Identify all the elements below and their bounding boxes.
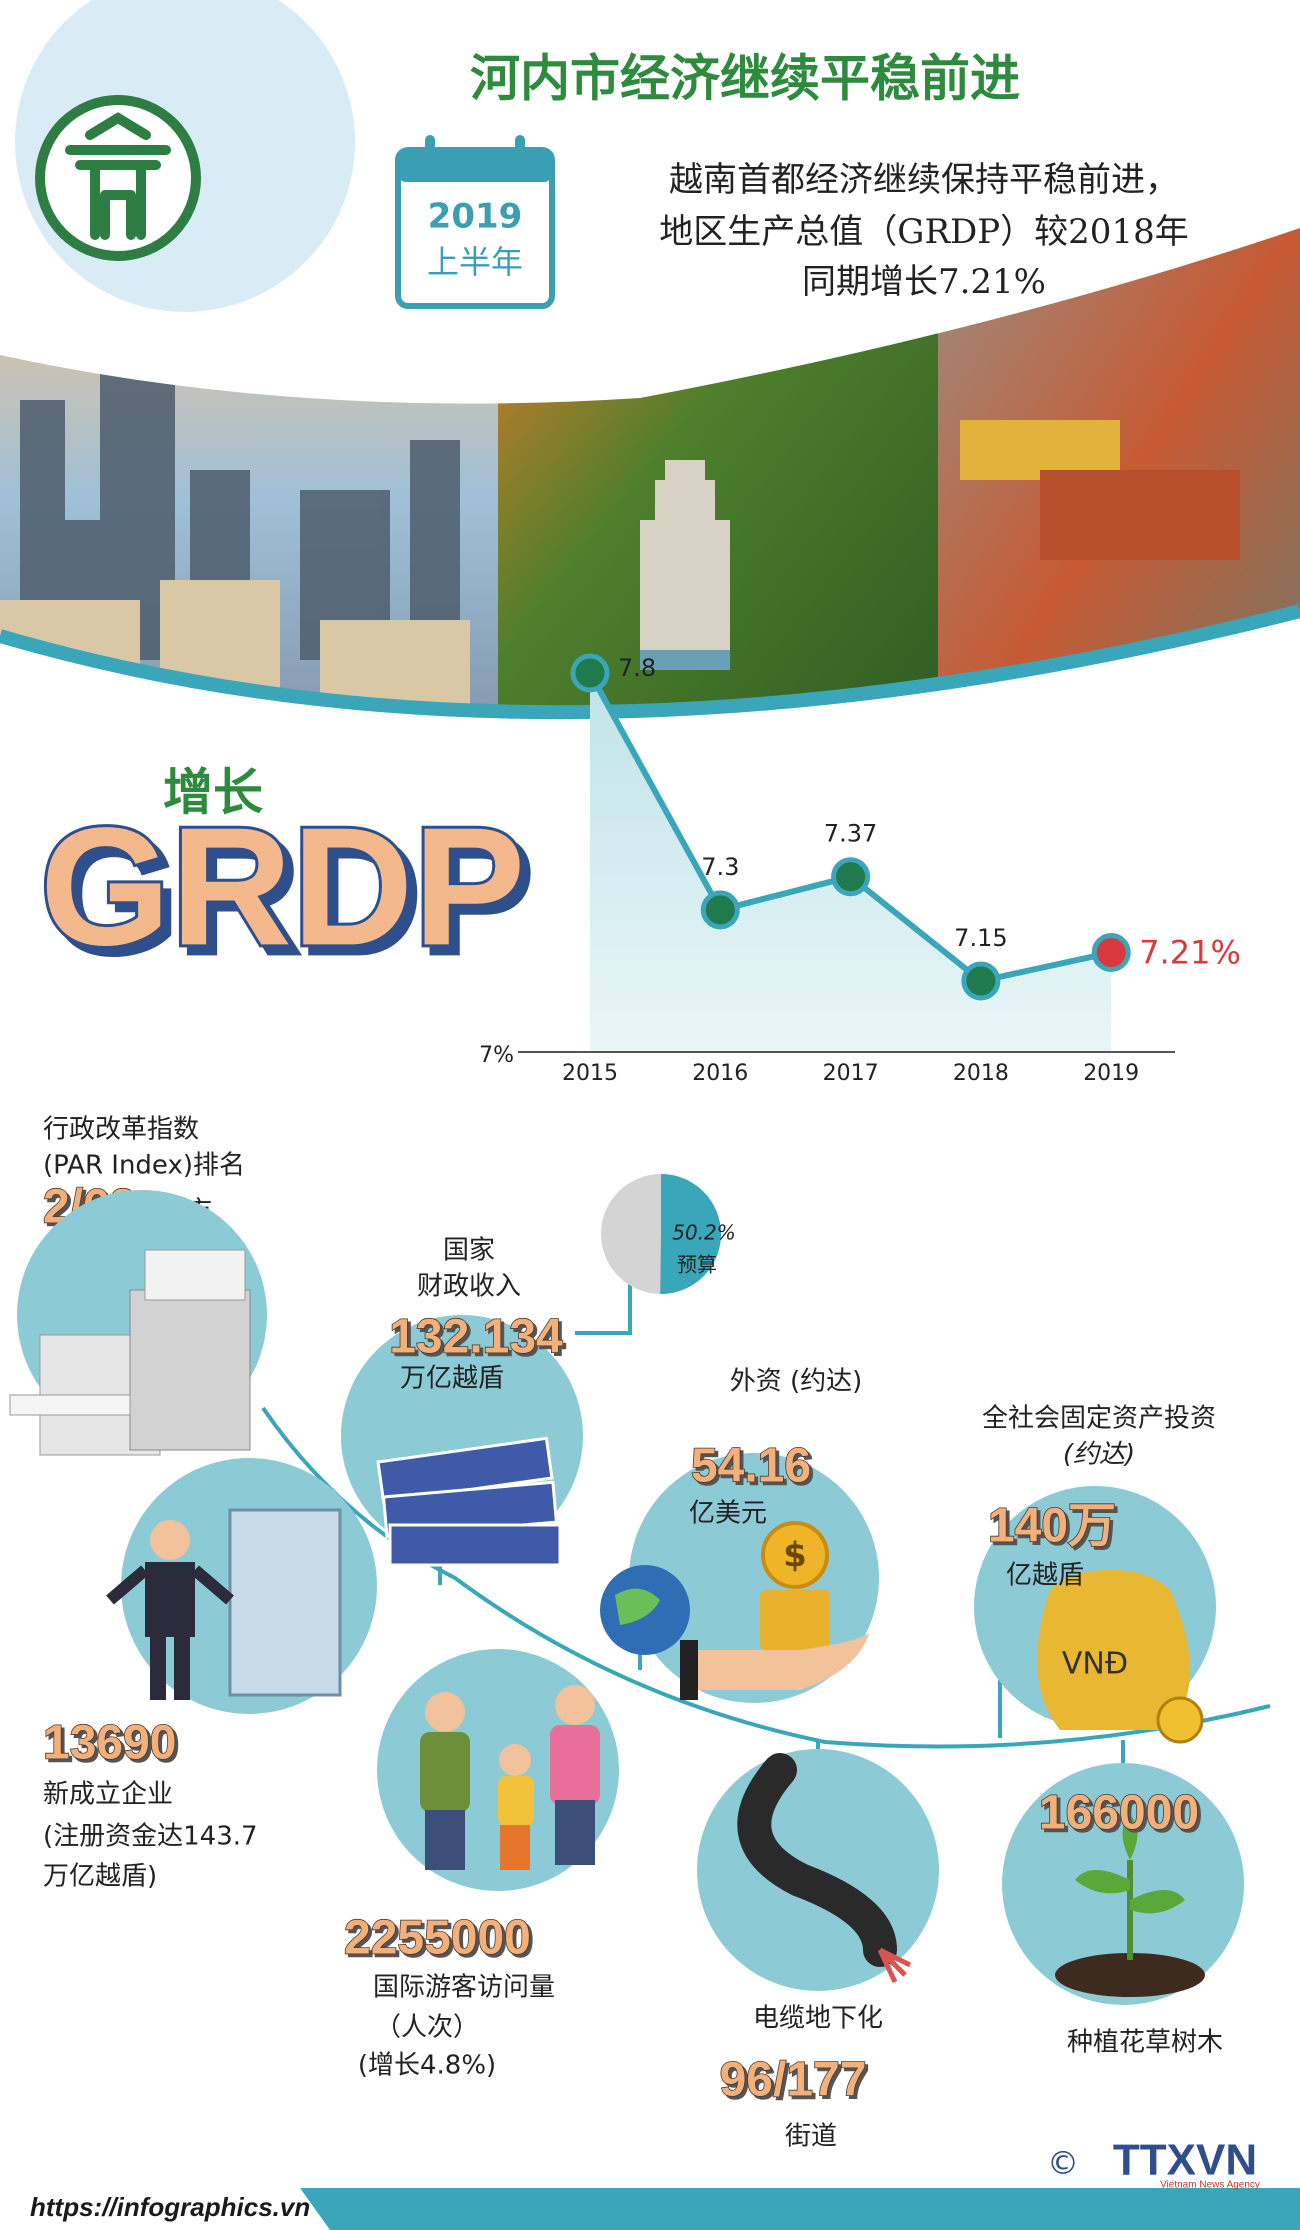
x-tick-label: 2019 xyxy=(1083,1061,1139,1086)
cable-icon xyxy=(737,1753,897,1967)
coin-symbol: $ xyxy=(783,1536,807,1576)
summary-line: 地区生产总值（GRDP）较2018年 xyxy=(659,212,1188,252)
enterprises-value: 13690 xyxy=(43,1717,176,1770)
marker xyxy=(961,961,1001,1001)
budget-value: 132.134 xyxy=(389,1311,563,1364)
fdi-value: 54.16 xyxy=(691,1440,811,1493)
marker xyxy=(700,890,740,930)
cables-label: 电缆地下化 xyxy=(753,2004,883,2034)
money-icon xyxy=(376,1436,562,1567)
connector-curve xyxy=(261,1406,1271,1749)
footer-logo: TTXVN xyxy=(1113,2136,1257,2185)
budget-unit: 万亿越盾 xyxy=(400,1364,504,1394)
investment-label: 全社会固定资产投资 xyxy=(982,1404,1216,1434)
money-bag-icon: VNĐ xyxy=(1037,1570,1204,1744)
footer-url[interactable]: https://infographics.vn xyxy=(30,2192,310,2222)
investment-hand-icon: $ xyxy=(600,1521,870,1700)
tourists-value: 2255000 xyxy=(344,1912,531,1965)
plant-icon xyxy=(1055,1815,1205,1997)
x-tick-label: 2016 xyxy=(692,1061,748,1086)
papers-icon xyxy=(9,1249,251,1456)
travelers-icon xyxy=(420,1685,600,1870)
marker xyxy=(1091,933,1131,973)
investment-value: 140万 xyxy=(988,1500,1116,1553)
cable-wires xyxy=(877,1947,912,1984)
footer: https://infographics.vn © TTXVN Vietnam … xyxy=(0,2136,1300,2230)
pie-slice xyxy=(660,1174,721,1294)
area xyxy=(590,673,1112,1052)
tourists-label: （人次） xyxy=(375,2013,479,2043)
badge-label: 上半年 xyxy=(427,243,523,281)
footer-agency: Vietnam News Agency xyxy=(1160,2180,1260,2191)
investment-unit: 亿越盾 xyxy=(1006,1561,1084,1591)
calendar-badge: 2019 上半年 xyxy=(395,135,555,309)
y-tick-label: 7% xyxy=(479,1043,514,1068)
logo xyxy=(35,95,201,261)
tower-icon xyxy=(640,460,730,670)
pie-value-label: 50.2% xyxy=(672,1221,736,1245)
x-tick-label: 2015 xyxy=(562,1061,618,1086)
budget-label: 国家 xyxy=(443,1236,495,1266)
badge-year: 2019 xyxy=(428,197,523,237)
fdi-unit: 亿美元 xyxy=(689,1499,767,1529)
cables-unit: 街道 xyxy=(785,2122,837,2152)
line-chart: 7% 2015 2016 2017 2018 2019 7.8 7.3 7.37 7.15 7.21… xyxy=(479,653,1241,1086)
investment-label: (约达) xyxy=(1063,1440,1135,1470)
tourists-label: (增长4.8%) xyxy=(358,2051,496,2081)
par-label: (PAR Index)排名 xyxy=(43,1151,245,1181)
data-label: 7.37 xyxy=(824,820,877,848)
trees-label: 种植花草树木 xyxy=(1067,2028,1223,2058)
data-label: 7.21% xyxy=(1139,934,1241,972)
data-label: 7.15 xyxy=(954,924,1007,952)
enterprises-label: (注册资金达143.7 xyxy=(43,1822,258,1852)
photo-band xyxy=(0,0,1300,780)
data-label: 7.8 xyxy=(618,654,656,682)
title: 河内市经济继续平稳前进 xyxy=(470,50,1020,108)
x-tick-label: 2017 xyxy=(823,1061,879,1086)
bag-label: VNĐ xyxy=(1062,1647,1128,1682)
pie-category-label: 预算 xyxy=(677,1253,717,1277)
chart-subtitle: GRDP xyxy=(40,792,525,980)
header: 河内市经济继续平稳前进 2019 上半年 越南首都经济继续保持平稳前进， 地区生… xyxy=(15,0,1189,312)
fdi-label: 外资 (约达) xyxy=(730,1367,863,1397)
pie-chart: 50.2% 预算 xyxy=(601,1174,736,1294)
businessman-icon xyxy=(106,1508,342,1700)
chart-title: 增长 xyxy=(163,764,263,822)
summary-line: 同期增长7.21% xyxy=(802,262,1046,302)
tourists-label: 国际游客访问量 xyxy=(373,1973,555,2003)
budget-label: 财政收入 xyxy=(417,1272,521,1302)
data-label: 7.3 xyxy=(701,853,739,881)
cables-value: 96/177 xyxy=(720,2054,867,2107)
trees-value: 166000 xyxy=(1039,1787,1199,1840)
footer-copyright: © xyxy=(1047,2144,1079,2182)
enterprises-label: 万亿越盾) xyxy=(43,1862,157,1892)
x-tick-label: 2018 xyxy=(953,1061,1009,1086)
par-label: 行政改革指数 xyxy=(43,1115,199,1145)
summary-line: 越南首都经济继续保持平稳前进， xyxy=(669,160,1179,200)
marker xyxy=(831,857,871,897)
enterprises-label: 新成立企业 xyxy=(43,1780,173,1810)
marker xyxy=(570,653,610,693)
